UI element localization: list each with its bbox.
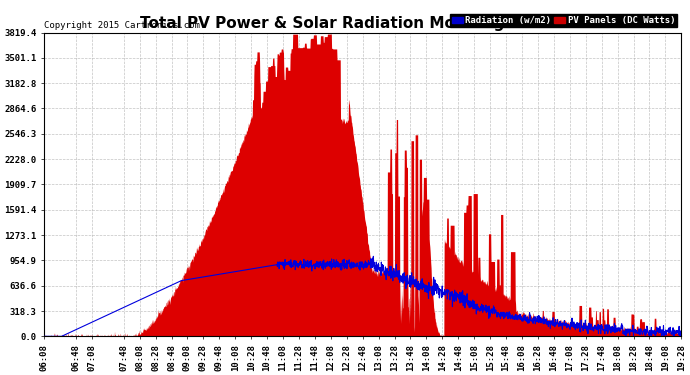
Text: Copyright 2015 Cartronics.com: Copyright 2015 Cartronics.com [44,21,200,30]
Title: Total PV Power & Solar Radiation Mon Aug 24 19:32: Total PV Power & Solar Radiation Mon Aug… [140,16,585,32]
Legend: Radiation (w/m2), PV Panels (DC Watts): Radiation (w/m2), PV Panels (DC Watts) [450,14,677,27]
